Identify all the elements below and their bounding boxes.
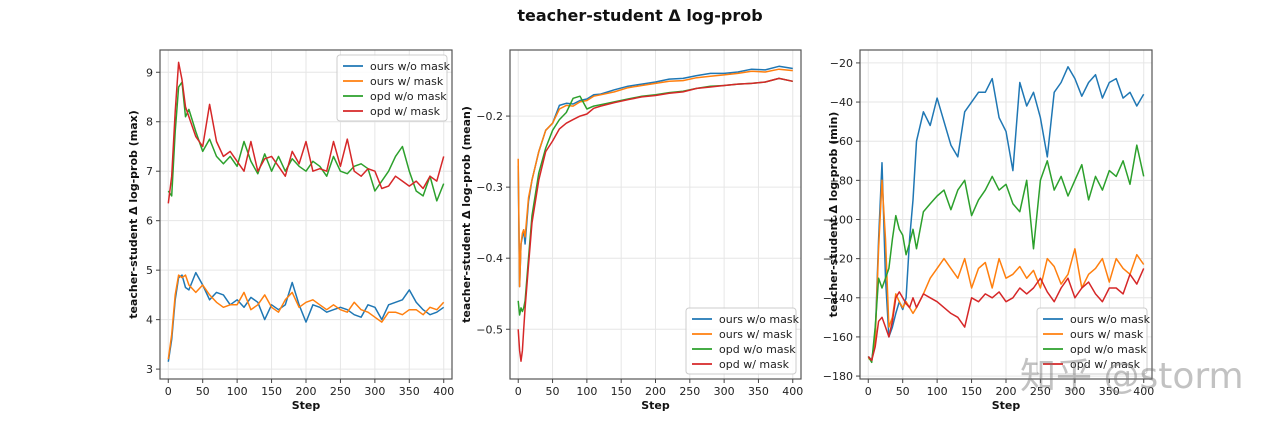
series-opd-w-o-mask [167, 81, 445, 202]
x-tick-label: 0 [865, 385, 872, 398]
y-tick-label: 4 [146, 314, 153, 327]
legend-label: opd w/o mask [370, 90, 447, 103]
y-tick-label: −80 [830, 174, 853, 187]
x-tick-label: 400 [782, 385, 803, 398]
y-tick-label: −160 [823, 331, 853, 344]
y-tick-label: 9 [146, 66, 153, 79]
watermark: 知乎 @storm [1020, 356, 1244, 397]
y-tick-label: 3 [146, 363, 153, 376]
y-axis-label: teacher-student Δ log-prob (mean) [460, 106, 473, 323]
x-tick-label: 150 [611, 385, 632, 398]
x-axis-label: Step [292, 399, 321, 412]
y-tick-label: 6 [146, 215, 153, 228]
legend-label: ours w/o mask [1070, 313, 1151, 326]
x-tick-label: 100 [227, 385, 248, 398]
legend: ours w/o mask ours w/ mask opd w/o mask opd… [1036, 307, 1151, 375]
legend-box [685, 307, 797, 375]
y-tick-label: 7 [146, 165, 153, 178]
legend: ours w/o mask ours w/ mask opd w/o mask opd… [336, 54, 451, 122]
x-tick-label: 300 [1064, 385, 1085, 398]
legend: ours w/o mask ours w/ mask opd w/o mask opd… [685, 307, 800, 375]
y-tick-label: −140 [823, 292, 853, 305]
legend-label: opd w/o mask [719, 343, 796, 356]
series-ours-w-mask [167, 274, 445, 360]
series-opd-w-o-mask [867, 144, 1145, 364]
x-tick-label: 300 [714, 385, 735, 398]
x-axis-label: Step [641, 399, 670, 412]
series-opd-w-mask [517, 77, 793, 362]
y-tick-label: −40 [830, 96, 853, 109]
series-ours-w-o-mask [167, 271, 445, 362]
legend-box [1036, 307, 1148, 375]
y-tick-label: −0.3 [476, 181, 503, 194]
legend-label: opd w/ mask [1070, 358, 1141, 371]
x-axis-label: Step [992, 399, 1021, 412]
x-tick-label: 0 [515, 385, 522, 398]
x-tick-label: 300 [364, 385, 385, 398]
series-opd-w-mask [867, 268, 1145, 362]
x-tick-label: 250 [679, 385, 700, 398]
x-tick-label: 0 [165, 385, 172, 398]
y-tick-label: −120 [823, 253, 853, 266]
subplot-min: 0 50 100 150 200 250 300 350 400 −180 −160 −140 −120… [823, 49, 1154, 412]
legend-label: ours w/ mask [1070, 328, 1144, 341]
legend-label: ours w/o mask [719, 313, 800, 326]
legend-box [336, 54, 448, 122]
series-ours-w-o-mask [867, 66, 1145, 362]
y-tick-label: −100 [823, 213, 853, 226]
legend-label: ours w/ mask [370, 75, 444, 88]
subplot-max: 0 50 100 150 200 250 300 350 400 3 4 5 6 7 8 9 Step teach… [127, 49, 454, 412]
subplot-mean: 0 50 100 150 200 250 300 350 400 −0.5 −0.4 −0.3 −0.2… [460, 49, 803, 412]
x-tick-label: 50 [196, 385, 210, 398]
y-axis-label: teacher-student Δ log-prob (max) [127, 110, 140, 319]
x-tick-label: 200 [296, 385, 317, 398]
legend-label: ours w/ mask [719, 328, 793, 341]
x-tick-label: 250 [330, 385, 351, 398]
y-tick-label: 5 [146, 264, 153, 277]
legend-label: opd w/ mask [719, 358, 790, 371]
x-tick-label: 350 [399, 385, 420, 398]
series-ours-w-mask [517, 68, 793, 288]
legend-label: opd w/ mask [370, 105, 441, 118]
y-tick-label: −0.2 [476, 110, 503, 123]
x-tick-label: 400 [1133, 385, 1154, 398]
x-tick-label: 50 [896, 385, 910, 398]
legend-label: opd w/o mask [1070, 343, 1147, 356]
x-tick-label: 50 [546, 385, 560, 398]
y-tick-label: −0.4 [476, 252, 503, 265]
series-opd-w-mask [167, 61, 445, 204]
y-axis-label: teacher-student Δ log-prob (min) [827, 112, 840, 318]
x-tick-label: 400 [433, 385, 454, 398]
x-tick-label: 150 [961, 385, 982, 398]
y-tick-label: −180 [823, 370, 853, 383]
x-tick-label: 350 [1099, 385, 1120, 398]
x-tick-label: 150 [261, 385, 282, 398]
figure-title: teacher-student Δ log-prob [517, 6, 762, 25]
x-tick-label: 100 [927, 385, 948, 398]
y-tick-label: −0.5 [476, 323, 503, 336]
y-tick-label: −60 [830, 135, 853, 148]
y-tick-label: −20 [830, 57, 853, 70]
y-tick-label: 8 [146, 116, 153, 129]
x-tick-label: 250 [1030, 385, 1051, 398]
x-tick-label: 100 [576, 385, 597, 398]
legend-label: ours w/o mask [370, 60, 451, 73]
x-tick-label: 350 [748, 385, 769, 398]
x-tick-label: 200 [645, 385, 666, 398]
x-tick-label: 200 [996, 385, 1017, 398]
